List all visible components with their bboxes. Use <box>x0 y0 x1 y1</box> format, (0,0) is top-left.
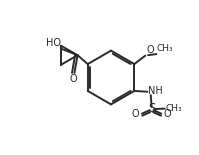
Text: O: O <box>132 109 139 119</box>
Text: O: O <box>69 74 77 84</box>
Text: S: S <box>148 102 156 115</box>
Text: CH₃: CH₃ <box>165 104 182 113</box>
Text: NH: NH <box>148 86 163 96</box>
Text: CH₃: CH₃ <box>157 44 174 53</box>
Text: O: O <box>146 45 154 55</box>
Text: HO: HO <box>46 38 61 48</box>
Text: O: O <box>164 109 172 119</box>
